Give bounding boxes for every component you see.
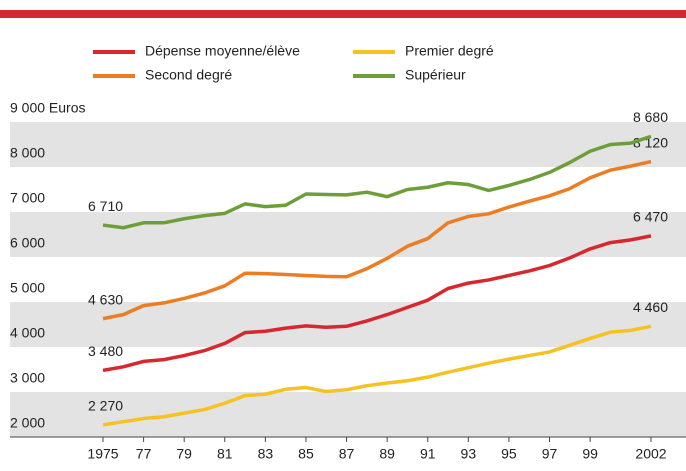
y-tick-label: 2 000 [10, 415, 45, 431]
value-label: 4 630 [88, 291, 123, 307]
series-line [102, 134, 652, 230]
y-tick-label: 5 000 [10, 280, 45, 296]
x-tick-label: 97 [542, 446, 558, 462]
x-tick-label: 93 [461, 446, 477, 462]
value-label: 8 680 [633, 109, 668, 125]
x-tick-label: 91 [420, 446, 436, 462]
x-tick-label: 81 [217, 446, 233, 462]
y-tick-label: 6 000 [10, 235, 45, 251]
x-tick-label: 77 [136, 446, 152, 462]
legend-label: Second degré [145, 67, 232, 83]
value-label: 4 460 [633, 299, 668, 315]
grid-band [10, 392, 686, 437]
grid-band [10, 212, 686, 257]
y-tick-label: 3 000 [10, 370, 45, 386]
y-tick-label: 9 000 Euros [10, 100, 86, 116]
legend-label: Premier degré [405, 43, 494, 59]
value-label: 3 480 [88, 343, 123, 359]
legend-label: Dépense moyenne/élève [145, 43, 300, 59]
x-tick-label: 1975 [87, 446, 118, 462]
y-tick-label: 8 000 [10, 145, 45, 161]
y-tick-label: 7 000 [10, 190, 45, 206]
x-tick-label: 95 [501, 446, 517, 462]
x-tick-label: 2002 [635, 446, 666, 462]
value-label: 6 710 [88, 198, 123, 214]
x-tick-label: 99 [582, 446, 598, 462]
y-tick-label: 4 000 [10, 325, 45, 341]
grid-band [10, 122, 686, 167]
series-line [102, 324, 652, 427]
x-tick-label: 87 [339, 446, 355, 462]
series-line [102, 159, 652, 321]
x-tick-label: 85 [298, 446, 314, 462]
value-label: 2 270 [88, 398, 123, 414]
legend-label: Supérieur [405, 67, 466, 83]
top-bar [0, 10, 686, 18]
series-line [102, 234, 652, 373]
x-tick-label: 79 [176, 446, 192, 462]
value-label: 6 470 [633, 209, 668, 225]
x-tick-label: 83 [258, 446, 274, 462]
x-tick-label: 89 [379, 446, 395, 462]
